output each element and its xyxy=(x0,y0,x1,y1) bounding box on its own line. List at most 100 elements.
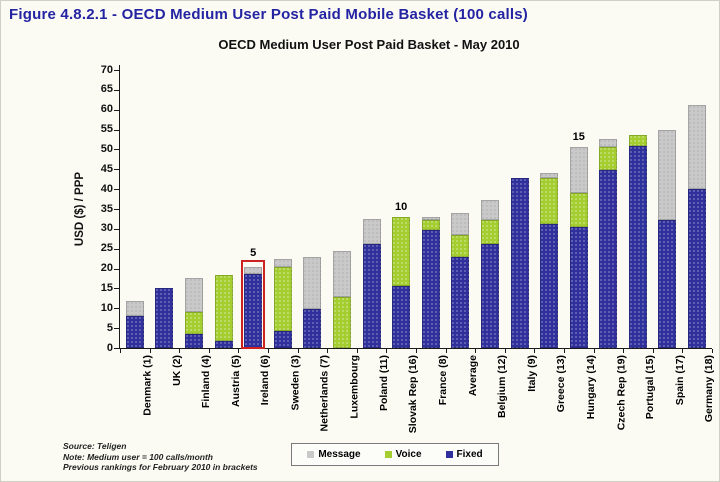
legend-item-fixed: Fixed xyxy=(445,449,483,460)
bar-slot-spain-17 xyxy=(653,70,683,348)
bar-stack xyxy=(392,216,411,348)
voice-segment xyxy=(628,135,647,147)
voice-segment xyxy=(451,235,470,258)
y-tick-mark xyxy=(114,209,119,210)
y-tick-label: 45 xyxy=(100,162,113,175)
voice-segment xyxy=(599,147,618,171)
message-segment xyxy=(332,251,351,297)
x-label-slot: Finland (4) xyxy=(179,353,212,439)
bar-slot-belgium-12 xyxy=(475,70,505,348)
fixed-segment xyxy=(451,257,470,348)
message-segment xyxy=(184,277,203,313)
message-segment xyxy=(599,139,618,148)
y-tick-label: 40 xyxy=(100,182,113,195)
source-note-line: Note: Medium user = 100 calls/month xyxy=(63,451,213,462)
bar-slot-ireland-6: 5 xyxy=(238,70,268,349)
bar-stack xyxy=(510,177,529,348)
x-label-slot: Germany (18) xyxy=(682,353,716,439)
y-tick-mark xyxy=(114,169,119,171)
x-tick-mark xyxy=(297,349,299,353)
y-tick-mark xyxy=(114,149,119,151)
y-axis-line xyxy=(119,65,120,349)
fixed-segment xyxy=(392,285,411,348)
bar-slot-greece-13 xyxy=(534,70,564,348)
x-tick-mark xyxy=(179,349,181,353)
fixed-segment xyxy=(273,330,292,348)
message-segment xyxy=(451,212,470,236)
message-segment xyxy=(125,301,144,317)
bar-slot-netherlands-7 xyxy=(298,70,328,348)
fixed-segment xyxy=(540,224,559,348)
y-tick-mark xyxy=(114,248,119,250)
voice-swatch-icon xyxy=(384,451,392,458)
fixed-segment xyxy=(688,189,707,348)
message-segment xyxy=(273,258,292,268)
voice-segment xyxy=(421,220,440,230)
x-label-slot: UK (2) xyxy=(150,353,183,439)
bar-slot-luxembourg xyxy=(327,70,357,348)
x-axis-line xyxy=(115,348,712,349)
x-tick-mark xyxy=(327,349,329,353)
bar-stack xyxy=(362,218,381,348)
source-note-line: Source: Teligen xyxy=(63,441,127,451)
legend-item-voice: Voice xyxy=(384,449,422,460)
voice-segment xyxy=(480,219,499,244)
x-tick-mark xyxy=(504,349,506,353)
bar-slot-france-8 xyxy=(416,70,446,348)
bar-stack xyxy=(332,251,351,348)
bar-slot-portugal-15 xyxy=(623,70,653,348)
fixed-segment xyxy=(362,243,381,348)
x-label-slot: Poland (11) xyxy=(357,353,390,439)
message-segment xyxy=(540,172,559,179)
fixed-segment xyxy=(244,274,263,348)
x-label-slot: Slovak Rep (16) xyxy=(386,353,420,439)
y-tick-label: 50 xyxy=(100,142,113,155)
bar-stack xyxy=(569,147,588,348)
x-label-slot: Hungary (14) xyxy=(564,353,597,439)
x-tick-mark xyxy=(149,349,151,353)
legend-item-message: Message xyxy=(307,449,361,460)
x-label-slot: Sweden (3) xyxy=(268,353,301,439)
y-axis-label: USD ($) / PPP xyxy=(74,171,86,247)
y-tick-mark xyxy=(114,228,119,230)
fixed-segment xyxy=(303,309,322,348)
x-tick-mark xyxy=(238,349,240,353)
bar-stack xyxy=(599,139,618,348)
x-label-slot: Netherlands (7) xyxy=(298,353,331,439)
y-tick-mark xyxy=(114,308,119,310)
fixed-segment xyxy=(155,288,174,348)
y-tick-label: 70 xyxy=(100,63,113,76)
bar-stack xyxy=(658,130,677,348)
bar-stack xyxy=(421,217,440,348)
y-tick-label: 30 xyxy=(100,222,113,235)
bar-stack xyxy=(155,288,174,348)
y-tick-mark xyxy=(114,129,119,131)
bar-slot-average xyxy=(446,70,476,348)
x-label-slot: Austria (5) xyxy=(209,353,242,439)
x-label-slot: Spain (17) xyxy=(653,353,686,439)
message-segment xyxy=(688,104,707,190)
highlight-box xyxy=(241,260,266,349)
voice-segment xyxy=(273,267,292,331)
voice-segment xyxy=(569,193,588,228)
x-tick-mark xyxy=(356,349,358,353)
fixed-segment xyxy=(599,170,618,348)
bar-slot-denmark-1 xyxy=(120,70,150,348)
x-tick-mark xyxy=(712,349,713,353)
x-tick-mark xyxy=(475,349,477,353)
y-tick-label: 35 xyxy=(100,202,113,215)
x-label: Germany (18) xyxy=(703,355,716,423)
x-tick-mark xyxy=(682,349,684,353)
x-tick-mark xyxy=(564,349,565,353)
x-label-slot: Luxembourg xyxy=(327,353,360,439)
x-label-slot: Portugal (15) xyxy=(623,353,656,439)
message-segment xyxy=(303,256,322,310)
bar-stack xyxy=(451,212,470,348)
bar-stack xyxy=(184,277,203,348)
x-label-slot: Belgium (12) xyxy=(475,353,508,439)
bar-annotation: 15 xyxy=(572,131,585,144)
bar-annotation: 5 xyxy=(250,247,257,260)
voice-segment xyxy=(392,216,411,286)
y-tick-label: 5 xyxy=(106,321,113,334)
